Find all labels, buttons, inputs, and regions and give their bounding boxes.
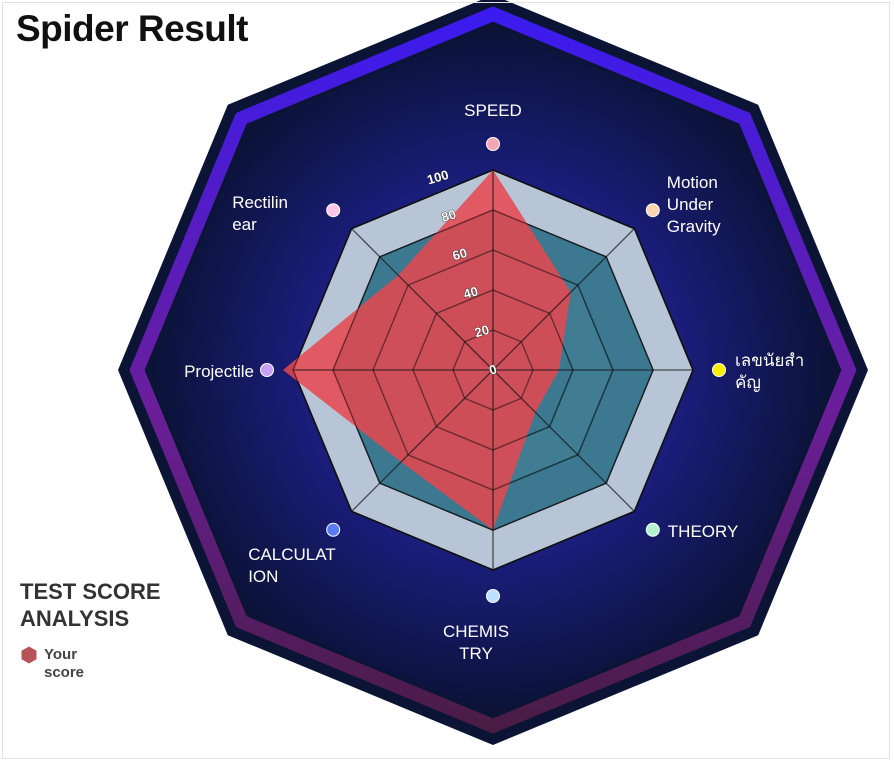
- spoke-line: [351, 228, 494, 371]
- axis-label: THEORY: [668, 522, 739, 541]
- tick-label: 40: [462, 283, 480, 301]
- axis-label: เลขนัยสำ: [735, 351, 804, 370]
- radar-spokes: [292, 169, 694, 571]
- axis-label: Rectilin: [232, 193, 288, 212]
- axis-label: CHEMIS: [443, 622, 509, 641]
- spoke-line: [492, 369, 635, 512]
- spoke-line: [351, 369, 494, 512]
- axis-dot: [326, 522, 341, 537]
- axis-label: SPEED: [464, 101, 522, 120]
- axis-label: ear: [232, 215, 257, 234]
- legend-item[interactable]: Your score: [20, 646, 90, 682]
- radial-tick-labels: 0 20 40 60 80 100: [425, 167, 499, 379]
- page-title: Spider Result: [16, 8, 249, 49]
- tick-label: 60: [451, 245, 469, 263]
- axis-label: TRY: [459, 644, 493, 663]
- axis-label: CALCULAT: [248, 545, 336, 564]
- legend-swatch-icon: [21, 646, 37, 664]
- axis-label: Projectile: [184, 362, 254, 381]
- tick-label: 0: [487, 361, 498, 377]
- score-area-0: [283, 170, 571, 530]
- axis-label: ION: [248, 567, 278, 586]
- tick-label: 20: [473, 322, 491, 340]
- axis-dots: [260, 137, 726, 603]
- axis-label: Motion: [667, 173, 718, 192]
- axis-dot: [645, 522, 660, 537]
- axis-dot: [326, 203, 341, 218]
- axis-dot: [712, 363, 726, 377]
- axis-label: Under: [667, 195, 714, 214]
- legend-label: Your score: [44, 646, 85, 681]
- axis-dot: [486, 589, 500, 603]
- tick-label: 100: [425, 167, 450, 187]
- axis-dot: [486, 137, 500, 151]
- axis-label: คัญ: [735, 373, 761, 392]
- rim-band: [129, 6, 857, 734]
- spoke-line: [492, 228, 635, 371]
- axis-labels: SPEED Motion Under Gravity เลขนัยสำคัญ THEORY…: [184, 101, 804, 663]
- legend-title: TEST SCORE ANALYSIS: [20, 579, 161, 631]
- score-series: [283, 170, 571, 530]
- axis-dot: [645, 203, 660, 218]
- axis-dot: [260, 363, 274, 377]
- axis-label: Gravity: [667, 217, 721, 236]
- tick-label: 80: [440, 207, 458, 225]
